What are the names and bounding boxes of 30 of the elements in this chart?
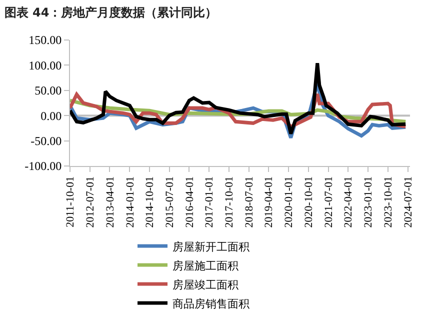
x-tick-label: 2019-04-01	[263, 176, 276, 228]
x-tick-label: 2020-10-01	[303, 176, 316, 228]
y-tick-label: -100.00	[24, 159, 62, 174]
x-tick-label: 2014-10-01	[144, 176, 156, 228]
x-tick-label: 2021-07-01	[322, 176, 335, 228]
x-tick-label: 2012-07-01	[84, 176, 96, 228]
x-tick-label: 2020-01-01	[283, 176, 296, 228]
line-series	[70, 61, 408, 136]
chart-title: 图表 44：房地产月度数据（累计同比）	[4, 6, 218, 20]
legend-label: 商品房销售面积	[172, 297, 250, 310]
y-tick-label: 50.00	[34, 84, 62, 98]
y-tick-label: -50.00	[30, 134, 62, 148]
x-tick-label: 2015-07-01	[164, 176, 176, 228]
x-tick-label: 2014-01-01	[124, 176, 136, 228]
y-tick-label: 0.00	[40, 108, 62, 123]
x-tick-label: 2013-04-01	[104, 176, 116, 228]
x-tick-label: 2018-07-01	[243, 176, 256, 228]
y-tick-label: 150.00	[28, 33, 62, 48]
x-tick-label: 2022-04-01	[342, 176, 355, 228]
x-tick-label: 2011-10-01	[64, 176, 77, 228]
legend-label: 房屋新开工面积	[172, 240, 250, 254]
x-tick-label: 2017-01-01	[204, 176, 216, 228]
x-tick-label: 2023-10-01	[382, 176, 394, 228]
x-tick-label: 2017-10-01	[224, 176, 236, 228]
y-tick-label: 100.00	[28, 58, 62, 72]
legend-label: 房屋施工面积	[172, 259, 238, 272]
x-tick-label: 2023-01-01	[362, 176, 375, 228]
legend-label: 房屋竣工面积	[172, 278, 238, 292]
x-tick-label: 2024-07-01	[402, 176, 414, 228]
x-tick-label: 2016-04-01	[184, 176, 196, 228]
